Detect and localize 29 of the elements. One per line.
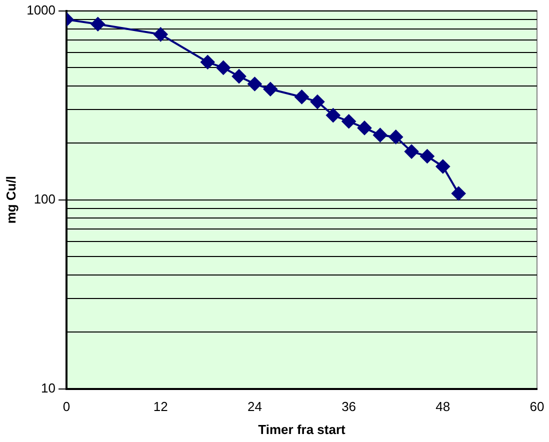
point xyxy=(388,130,403,144)
point xyxy=(404,144,419,159)
point xyxy=(216,60,230,75)
point xyxy=(452,186,466,200)
point xyxy=(342,114,356,128)
point xyxy=(263,82,278,96)
point xyxy=(200,55,215,70)
point xyxy=(373,128,388,142)
y-axis-title: mg Cu/l xyxy=(3,176,18,224)
point xyxy=(154,27,168,42)
point xyxy=(294,90,309,104)
point xyxy=(232,69,246,84)
point xyxy=(248,76,262,91)
x-tick-label: 24 xyxy=(247,399,262,414)
y-tick-label: 1000 xyxy=(26,2,56,18)
point xyxy=(357,120,372,135)
point xyxy=(436,160,450,174)
x-tick-label: 36 xyxy=(342,399,356,414)
y-tick-label: 100 xyxy=(34,191,56,206)
point xyxy=(90,17,105,32)
x-tick-label: 0 xyxy=(62,399,70,414)
point xyxy=(420,149,434,164)
x-tick-label: 12 xyxy=(153,399,168,414)
x-tick-label: 48 xyxy=(436,399,450,414)
point xyxy=(326,108,340,122)
x-tick-label: 60 xyxy=(530,399,544,414)
point xyxy=(310,94,324,109)
x-axis-title: Timer fra start xyxy=(258,422,346,437)
y-tick-label: 10 xyxy=(41,380,56,396)
